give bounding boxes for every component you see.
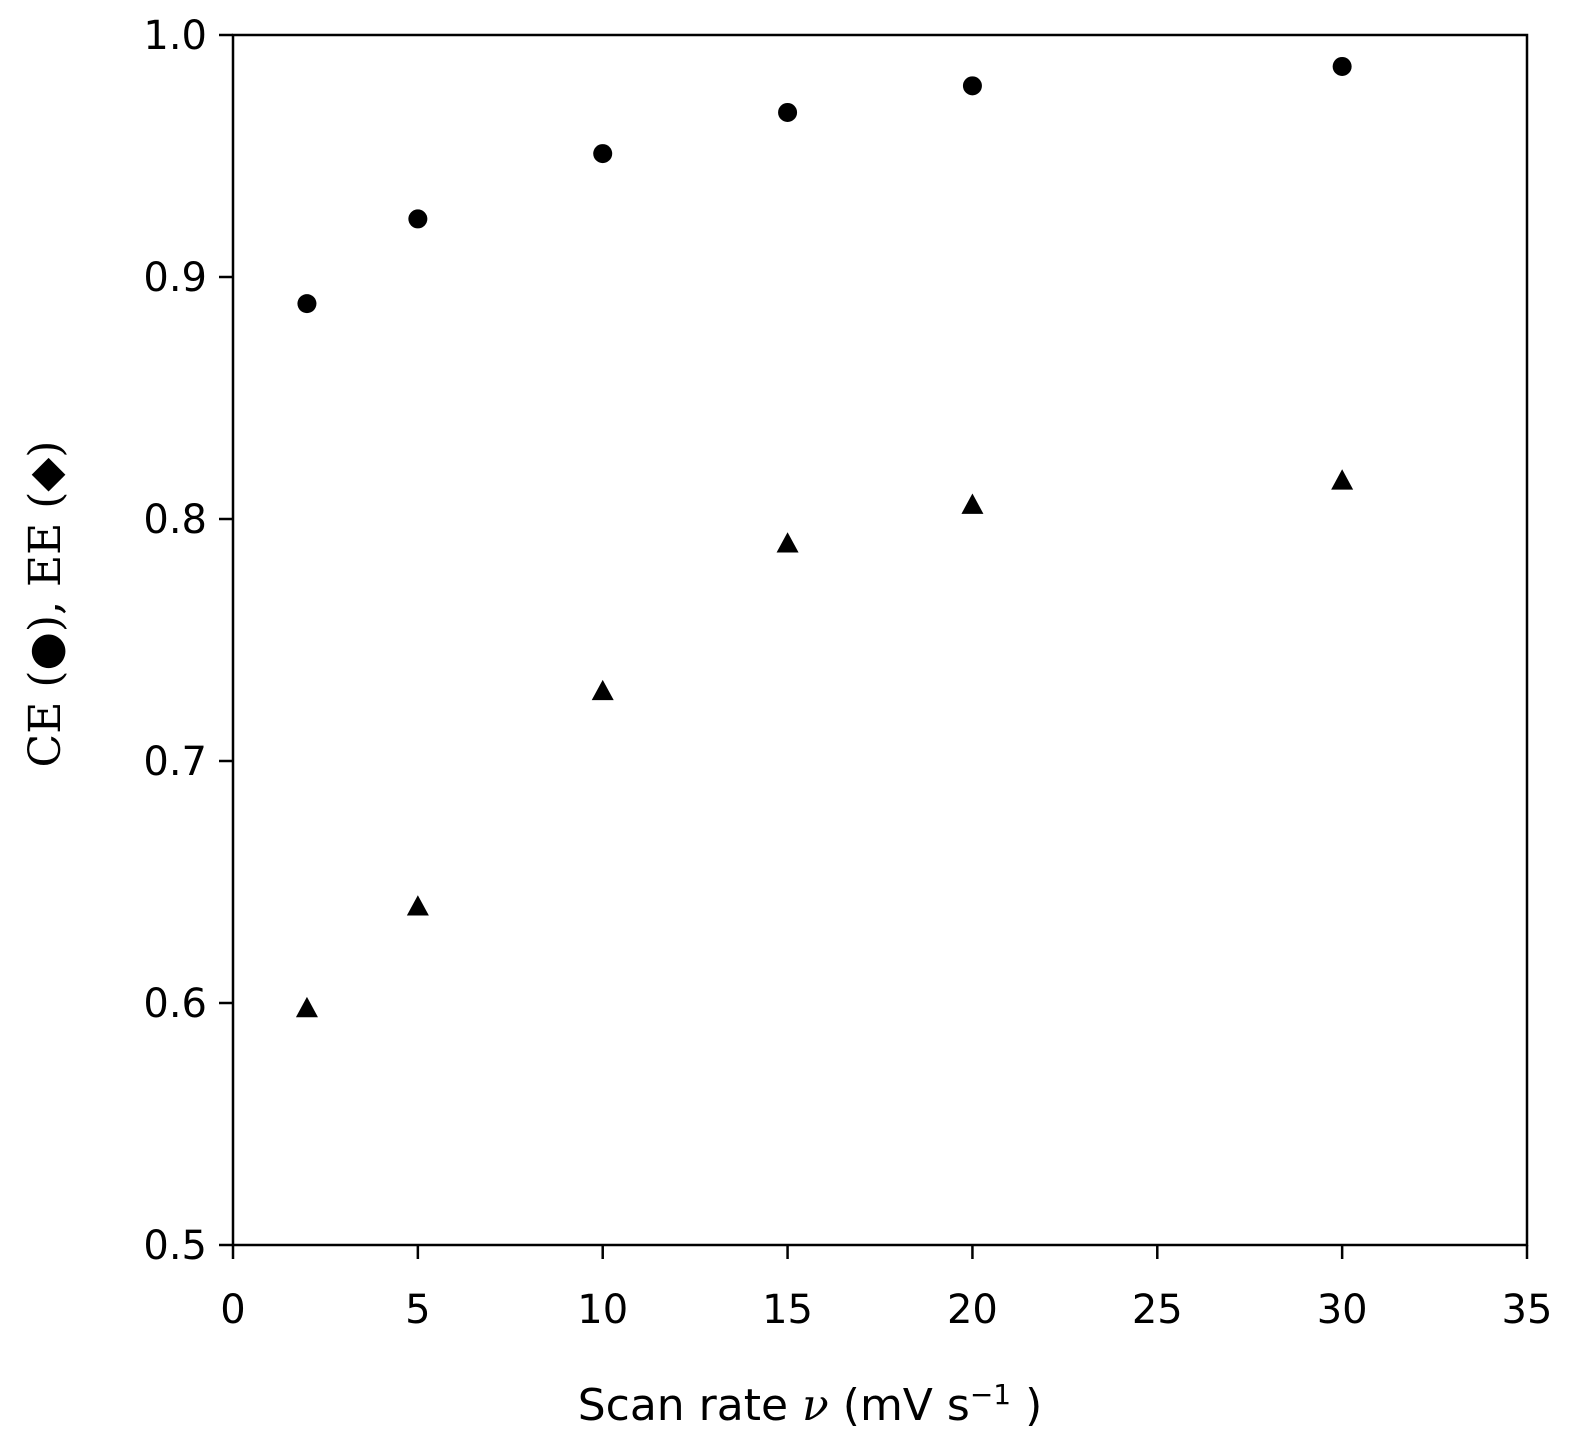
plot-border — [231, 33, 1529, 1247]
ee-data-point — [961, 493, 984, 514]
x-tick-label: 5 — [405, 1287, 430, 1333]
y-axis-title: CE (●), EE (◆) — [20, 441, 71, 768]
ee-data-point — [591, 679, 614, 701]
x-tick-label: 20 — [947, 1287, 998, 1333]
y-tick-label: 0.8 — [143, 497, 207, 543]
x-tick-label: 25 — [1132, 1287, 1183, 1333]
x-tick-label: 35 — [1502, 1287, 1553, 1333]
y-tick-label: 0.5 — [143, 1223, 207, 1269]
ce-data-point — [408, 209, 428, 229]
ce-data-point — [1332, 56, 1352, 76]
y-tick-label: 1.0 — [143, 13, 207, 59]
ee-data-point — [295, 996, 318, 1018]
y-tick-label: 0.9 — [143, 255, 207, 301]
ee-series — [295, 469, 1354, 1018]
plot-frame — [231, 33, 1529, 1247]
ce-legend-symbol: ● — [20, 632, 71, 670]
x-tick-label: 30 — [1317, 1287, 1368, 1333]
y-tick-label: 0.6 — [143, 981, 207, 1027]
y-tick-label: 0.7 — [143, 739, 207, 785]
x-axis-ticks: 0 5 10 15 20 25 30 35 — [220, 1245, 1552, 1333]
y-axis-ticks: 0.5 0.6 0.7 0.8 0.9 1.0 — [143, 13, 233, 1269]
ee-data-point — [406, 895, 429, 916]
ee-data-point — [1331, 469, 1354, 490]
ce-data-point — [962, 76, 982, 96]
x-axis-title: Scan rate ν (mV s−1 ) — [578, 1378, 1043, 1431]
x-tick-label: 15 — [762, 1287, 813, 1333]
ee-legend-symbol: ◆ — [20, 458, 71, 492]
ce-data-point — [778, 102, 798, 122]
x-tick-label: 0 — [220, 1287, 245, 1333]
ce-data-point — [297, 294, 317, 314]
x-tick-label: 10 — [577, 1287, 628, 1333]
ce-data-point — [593, 144, 613, 164]
ee-data-point — [776, 532, 799, 553]
ce-series — [297, 56, 1352, 314]
